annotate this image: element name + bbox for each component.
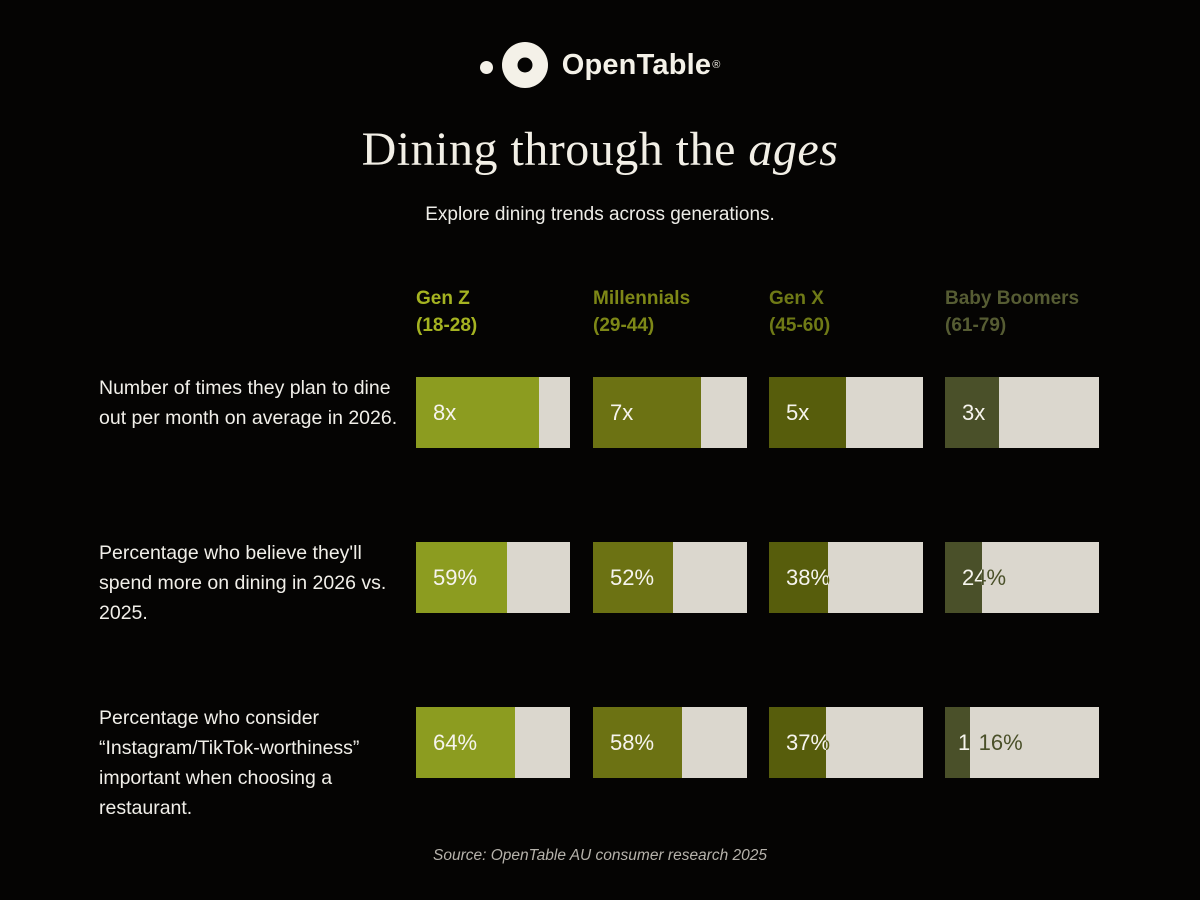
page-title-emphasis: ages [748,123,839,176]
bar-social-worthiness-gen-x: 37% 37% [769,707,923,778]
column-header-gen-z: Gen Z (18-28) [416,285,581,339]
registered-mark: ® [712,59,721,71]
source-note: Source: OpenTable AU consumer research 2… [432,847,767,864]
column-header-gen-x: Gen X (45-60) [769,285,934,339]
bar-fill: 58% [593,707,683,778]
bar-fill: 5x [769,377,846,448]
bar-dining-frequency-baby-boomers: 3x 3x [945,377,1099,448]
bar-value-label: 16% [978,729,1023,755]
bar-value-label: 16% [957,729,970,755]
brand-name: OpenTable [561,48,712,81]
bar-fill: 16% [945,707,970,778]
bar-fill: 38% [769,542,828,613]
page-title: Dining through the ages [0,122,1200,177]
bar-fill: 64% [416,707,515,778]
bar-value-label: 64% [433,729,478,755]
page-subtitle: Explore dining trends across generations… [425,204,775,225]
generation-name: Gen X [769,288,824,309]
generation-name: Gen Z [416,288,470,309]
logo-circle-icon [501,42,548,88]
bar-fill: 37% [769,707,826,778]
bar-fill: 24% [945,542,982,613]
bar-value-label: 38% [786,564,828,590]
bar-dining-frequency-millennials: 7x 7x [593,377,747,448]
bar-value-label: 58% [610,729,655,755]
row-label-social-worthiness: Percentage who consider “Instagram/TikTo… [99,707,360,819]
bar-value-label: 3x [962,399,986,425]
bar-spend-more-millennials: 52% 52% [593,542,747,613]
bar-spend-more-baby-boomers: 24% 24% [945,542,1099,613]
bar-fill: 8x [416,377,540,448]
bar-value-label: 52% [610,564,655,590]
bar-value-label: 59% [433,564,478,590]
generation-name: Millennials [593,288,691,309]
row-label-dining-frequency: Number of times they plan to dine out pe… [99,377,398,429]
bar-value-label: 37% [786,729,826,755]
logo-circle-hole [517,57,533,73]
generation-name: Baby Boomers [945,288,1080,309]
generation-age-range: (18-28) [416,315,478,336]
generation-age-range: (29-44) [593,315,655,336]
logo-dot-icon [479,60,493,74]
generation-age-range: (45-60) [769,315,831,336]
bar-social-worthiness-millennials: 58% 58% [593,707,747,778]
bar-value-label: 24% [962,564,982,590]
bar-dining-frequency-gen-z: 8x 8x [416,377,570,448]
row-label-spend-more: Percentage who believe they'll spend mor… [99,542,387,624]
bar-value-label: 7x [610,399,634,425]
bar-fill: 59% [416,542,507,613]
page-title-main: Dining through the [361,123,749,176]
bar-value-label: 8x [433,399,457,425]
bar-spend-more-gen-x: 38% 38% [769,542,923,613]
column-header-millennials: Millennials (29-44) [593,285,758,339]
bar-social-worthiness-gen-z: 64% 64% [416,707,570,778]
bar-fill: 52% [593,542,674,613]
bar-dining-frequency-gen-x: 5x 5x [769,377,923,448]
bar-fill: 7x [593,377,701,448]
generation-age-range: (61-79) [945,315,1007,336]
opentable-logo: OpenTable ® [0,42,1200,88]
bar-fill: 3x [945,377,999,448]
column-header-baby-boomers: Baby Boomers (61-79) [945,285,1110,339]
bar-value-label: 5x [786,399,810,425]
bar-social-worthiness-baby-boomers: 16% 16% [945,707,1099,778]
bar-spend-more-gen-z: 59% 59% [416,542,570,613]
